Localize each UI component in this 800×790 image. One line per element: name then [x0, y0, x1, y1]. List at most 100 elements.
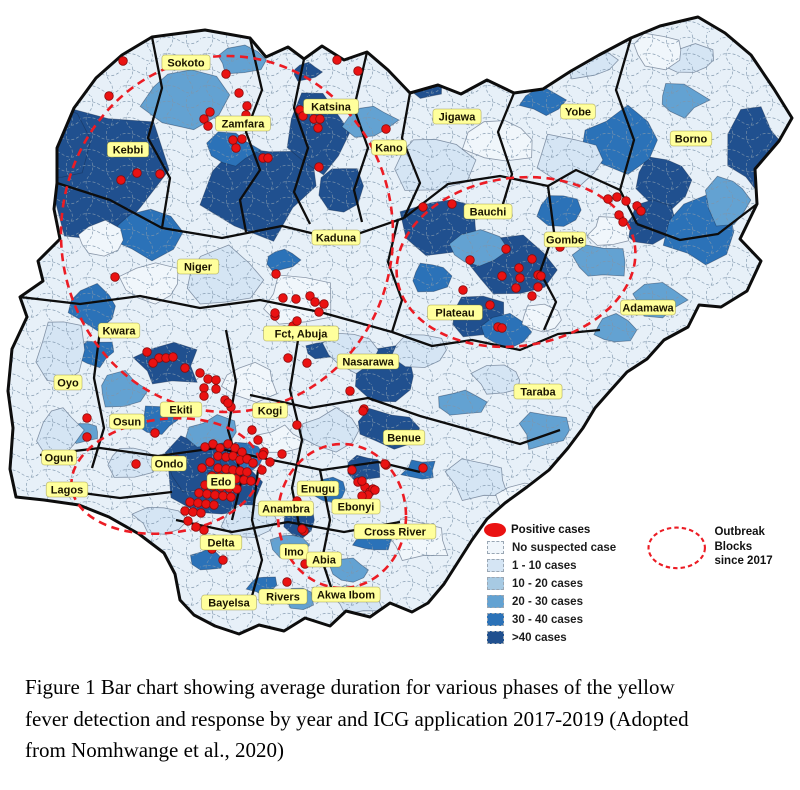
svg-text:Akwa Ibom: Akwa Ibom	[317, 590, 375, 602]
positive-case-dot	[612, 192, 622, 202]
positive-case-dot	[155, 169, 165, 179]
positive-case-dot	[148, 358, 158, 368]
state-label-ekiti: Ekiti	[159, 401, 203, 418]
caption-line: Figure 1 Bar chart showing average durat…	[25, 675, 675, 699]
state-label-borno: Borno	[669, 130, 713, 147]
positive-case-dot	[150, 428, 160, 438]
legend-classes: No suspected case 1 - 10 cases 10 - 20 cas…	[487, 539, 652, 646]
state-label-cross-river: Cross River	[353, 523, 437, 540]
positive-case-dot	[234, 88, 244, 98]
svg-text:Kogi: Kogi	[258, 406, 282, 418]
positive-case-dot	[313, 123, 323, 133]
positive-case-dot	[104, 91, 114, 101]
svg-text:Bayelsa: Bayelsa	[208, 598, 250, 610]
positive-case-dot	[418, 202, 428, 212]
legend-row: 1 - 10 cases	[487, 557, 652, 574]
positive-case-dot	[210, 490, 220, 500]
positive-case-dot	[213, 451, 223, 461]
legend-class-label: 1 - 10 cases	[512, 559, 577, 572]
positive-case-dot	[218, 555, 228, 565]
positive-case-dot	[536, 271, 546, 281]
legend-swatch	[487, 613, 504, 626]
positive-case-dot	[370, 485, 380, 495]
positive-case-dot	[292, 420, 302, 430]
positive-case-dot	[533, 282, 543, 292]
svg-text:Plateau: Plateau	[435, 308, 474, 320]
positive-case-dot	[447, 199, 457, 209]
positive-case-dot	[202, 489, 212, 499]
positive-case-dot	[211, 375, 221, 385]
state-label-enugu: Enugu	[296, 480, 340, 497]
positive-case-dot	[132, 168, 142, 178]
positive-case-dot	[168, 352, 178, 362]
positive-case-dot	[265, 457, 275, 467]
positive-case-dot	[203, 374, 213, 384]
positive-case-dot	[199, 114, 209, 124]
positive-case-dot	[246, 476, 256, 486]
legend-class-label: 20 - 30 cases	[512, 595, 583, 608]
positive-case-dot	[277, 449, 287, 459]
positive-case-dots	[82, 55, 646, 587]
positive-case-dot	[511, 283, 521, 293]
positive-case-dot	[223, 398, 233, 408]
caption-line: from Nomhwange et al., 2020)	[25, 738, 284, 762]
svg-text:Nasarawa: Nasarawa	[342, 357, 394, 369]
legend-swatch	[487, 595, 504, 608]
positive-case-dot	[131, 459, 141, 469]
state-label-katsina: Katsina	[303, 98, 359, 115]
positive-case-dot	[527, 291, 537, 301]
state-label-akwa-ibom: Akwa Ibom	[311, 586, 381, 603]
positive-case-dot	[199, 383, 209, 393]
positive-case-dot	[226, 492, 236, 502]
positive-case-dot	[515, 273, 525, 283]
positive-case-dot	[191, 522, 201, 532]
positive-case-dot	[283, 353, 293, 363]
positive-case-dot	[253, 435, 263, 445]
positive-case-dot	[501, 244, 511, 254]
svg-text:Ondo: Ondo	[155, 459, 184, 471]
positive-case-dot	[271, 269, 281, 279]
caption-line: fever detection and response by year and…	[25, 706, 689, 731]
state-label-ogun: Ogun	[41, 449, 77, 466]
positive-case-dot	[485, 300, 495, 310]
positive-case-dot	[237, 134, 247, 144]
state-label-kogi: Kogi	[252, 402, 288, 419]
positive-case-dot	[497, 323, 507, 333]
positive-case-dot	[291, 294, 301, 304]
positive-case-dot	[248, 458, 258, 468]
positive-case-dot	[310, 297, 320, 307]
state-label-delta: Delta	[199, 534, 243, 551]
legend-class-label: 10 - 20 cases	[512, 577, 583, 590]
positive-case-dot	[621, 196, 631, 206]
positive-case-dot	[332, 55, 342, 65]
positive-case-dot	[380, 459, 390, 469]
svg-text:Enugu: Enugu	[301, 484, 335, 496]
state-label-rivers: Rivers	[258, 588, 308, 605]
legend-positive-label: Positive cases	[511, 523, 591, 536]
svg-text:Osun: Osun	[113, 417, 141, 429]
state-label-bauchi: Bauchi	[463, 203, 513, 220]
state-label-osun: Osun	[109, 413, 145, 430]
svg-text:Gombe: Gombe	[546, 235, 584, 247]
positive-case-dot	[110, 272, 120, 282]
positive-case-dot	[213, 463, 223, 473]
legend-positive-cases: Positive cases	[484, 521, 652, 538]
state-label-benue: Benue	[382, 429, 426, 446]
positive-case-dot	[458, 285, 468, 295]
svg-text:Kwara: Kwara	[102, 326, 136, 338]
legend-row: No suspected case	[487, 539, 652, 556]
positive-case-dot	[223, 439, 233, 449]
positive-case-dot	[188, 507, 198, 517]
svg-text:Bauchi: Bauchi	[470, 207, 507, 219]
positive-case-dot	[142, 347, 152, 357]
positive-case-dot	[215, 443, 225, 453]
positive-case-dot	[270, 308, 280, 318]
svg-text:Ekiti: Ekiti	[169, 405, 192, 417]
legend-class-label: 30 - 40 cases	[512, 613, 583, 626]
svg-text:Ebonyi: Ebonyi	[338, 502, 375, 514]
legend-row: 30 - 40 cases	[487, 611, 652, 628]
svg-text:Adamawa: Adamawa	[622, 303, 674, 315]
state-label-fct-abuja: Fct, Abuja	[263, 325, 339, 342]
positive-case-dot	[199, 391, 209, 401]
positive-case-dot	[603, 194, 613, 204]
